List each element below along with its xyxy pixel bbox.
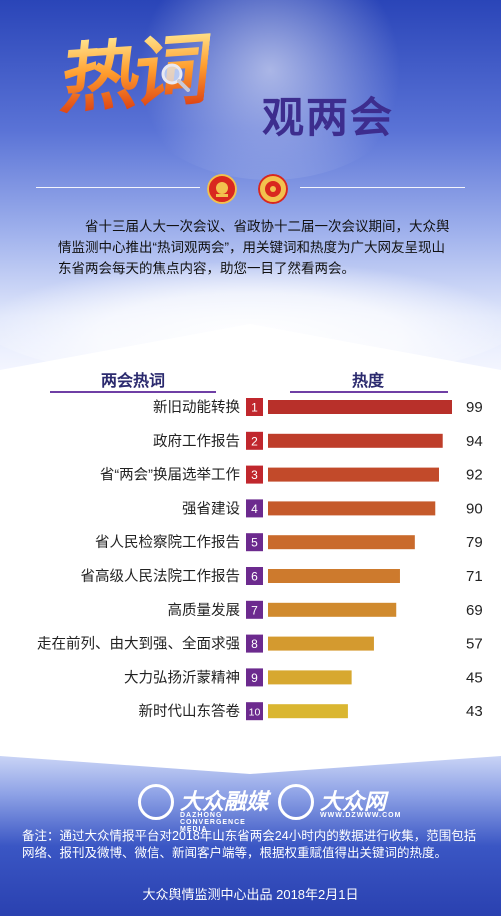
- heat-value: 71: [466, 568, 483, 585]
- hotword-bar-chart: 新旧动能转换 1 99 政府工作报告 2 94 省“两会”换届选举工作 3 92 强省建设 4 90 省…: [37, 398, 483, 721]
- rank-box: [246, 398, 263, 416]
- keyword-label: 高质量发展: [168, 602, 241, 619]
- keyword-label: 新时代山东答卷: [139, 703, 241, 720]
- heat-value: 94: [466, 433, 483, 450]
- rank-number: 6: [251, 570, 258, 584]
- title-two-sessions: 观两会: [262, 94, 395, 141]
- rank-box: [246, 702, 263, 721]
- heat-bar: [268, 670, 352, 685]
- heat-value: 57: [466, 636, 483, 653]
- heat-bar: [268, 535, 415, 550]
- rank-box: [246, 465, 263, 484]
- keyword-label: 新旧动能转换: [153, 399, 240, 416]
- keyword-label: 走在前列、由大到强、全面求强: [37, 635, 240, 653]
- keyword-label: 省人民检察院工作报告: [95, 533, 240, 551]
- keyword-label: 政府工作报告: [153, 433, 240, 450]
- keyword-label: 大力弘扬沂蒙精神: [124, 669, 240, 686]
- dazhong-media-name: 大众融媒: [180, 789, 269, 815]
- keyword-label: 省高级人民法院工作报告: [81, 568, 241, 585]
- rank-number: 4: [251, 502, 258, 516]
- heat-value: 45: [466, 669, 483, 686]
- rank-box: [246, 668, 263, 687]
- cppcc-emblem-icon: [258, 174, 288, 204]
- rank-box: [246, 431, 263, 450]
- footer-panel: 大众融媒 DAZHONG CONVERGENCE MEDIA 大众网 WWW.D…: [0, 734, 501, 916]
- dazhong-media-sub: DAZHONG CONVERGENCE MEDIA: [180, 812, 246, 833]
- rank-number: 7: [251, 603, 258, 617]
- column-rule-right: [290, 391, 448, 393]
- dzwww-name: 大众网: [320, 789, 387, 815]
- magnifier-icon: [161, 63, 190, 92]
- heat-value: 99: [466, 399, 483, 416]
- footer-peak: [0, 734, 501, 774]
- heat-value: 79: [466, 534, 483, 551]
- header-divider-left: [36, 187, 200, 188]
- dzwww-logo: 大众网 WWW.DZWWW.COM: [278, 782, 400, 822]
- rank-box: [246, 567, 263, 585]
- heat-bar: [268, 467, 439, 482]
- heat-value: 69: [466, 602, 483, 619]
- section-wedge: [0, 324, 501, 378]
- header-divider-right: [300, 187, 465, 188]
- rank-number: 2: [251, 434, 258, 448]
- heat-bar: [268, 704, 348, 719]
- column-rule-left: [50, 391, 216, 393]
- keyword-label: 强省建设: [182, 500, 240, 517]
- rank-number: 3: [251, 468, 258, 482]
- rank-number: 1: [251, 401, 258, 415]
- footer-source: 大众舆情监测中心出品 2018年2月1日: [142, 887, 359, 902]
- heat-value: 43: [466, 703, 483, 720]
- column-head-hotwords: 两会热词: [100, 373, 165, 390]
- heat-bar: [268, 636, 374, 651]
- rank-box: [246, 533, 263, 552]
- dzwww-sub: WWW.DZWWW.COM: [320, 812, 402, 819]
- header-glow: [120, 0, 420, 180]
- dazhong-media-logo: 大众融媒 DAZHONG CONVERGENCE MEDIA: [138, 782, 269, 833]
- heat-bar: [268, 400, 452, 414]
- rank-box: [246, 499, 263, 518]
- dzwww-mark-icon: [278, 784, 314, 820]
- rank-number: 10: [249, 707, 261, 719]
- intro-paragraph: 省十三届人大一次会议、省政协十二届一次会议期间，大众舆情监测中心推出“热词观两会…: [58, 219, 450, 276]
- rank-box: [246, 600, 263, 619]
- heat-bar: [268, 501, 436, 516]
- rank-number: 9: [251, 671, 258, 685]
- heat-value: 90: [466, 500, 483, 517]
- rank-number: 8: [251, 637, 258, 651]
- header-banner: 热词 观两会 省十三届人大一次会议、省政协十二届一次会议期间，大众舆情监测中心推…: [0, 0, 501, 382]
- rank-box: [246, 634, 263, 653]
- national-emblem-icon: [207, 174, 237, 204]
- footer-note: 备注：通过大众情报平台对2018年山东省两会24小时内的数据进行收集，范围包括网…: [22, 829, 477, 860]
- dazhong-media-mark-icon: [138, 784, 174, 820]
- column-head-heat: 热度: [351, 373, 384, 390]
- heat-bar: [268, 433, 443, 448]
- rank-number: 5: [251, 536, 258, 550]
- heat-bar: [268, 602, 397, 617]
- keyword-label: 省“两会”换届选举工作: [100, 467, 240, 484]
- heat-bar: [268, 569, 400, 583]
- heat-value: 92: [466, 467, 483, 484]
